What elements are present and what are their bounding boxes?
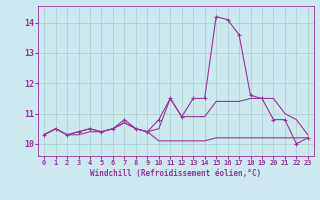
X-axis label: Windchill (Refroidissement éolien,°C): Windchill (Refroidissement éolien,°C) [91, 169, 261, 178]
